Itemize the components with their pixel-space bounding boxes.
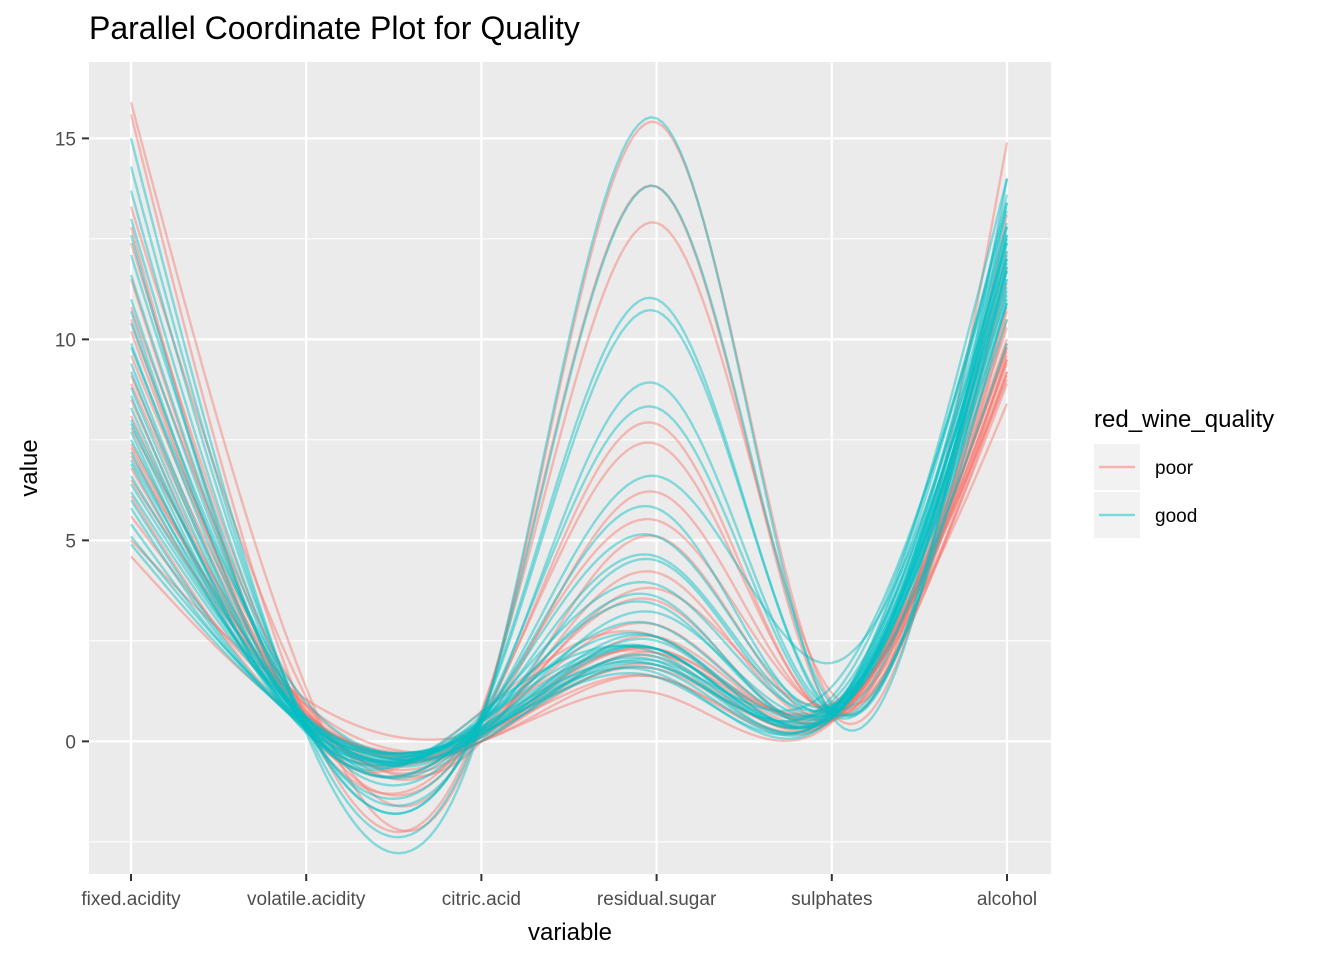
series-line-good — [129, 166, 1009, 839]
series-line-good — [129, 210, 1009, 755]
x-tick-label: sulphates — [791, 889, 872, 910]
series-line-good — [129, 242, 1009, 779]
x-axis-title: variable — [528, 919, 612, 946]
series-line-poor — [129, 343, 1009, 764]
series-line-good — [129, 234, 1009, 763]
series-line-good — [129, 278, 1009, 762]
series-line-poor — [129, 363, 1009, 761]
y-tick-label: 15 — [55, 129, 76, 150]
y-tick-label: 0 — [65, 732, 76, 753]
series-line-good — [129, 286, 1009, 760]
y-axis: 0 5 10 15 — [55, 129, 89, 753]
series-line-poor — [129, 242, 1009, 797]
legend: red_wine_quality poor good — [1094, 406, 1274, 538]
legend-title: red_wine_quality — [1094, 406, 1274, 433]
y-tick-label: 5 — [65, 531, 76, 552]
series-line-poor — [129, 306, 1009, 782]
series-line-poor — [129, 206, 1009, 808]
series-line-good — [129, 266, 1009, 778]
series-line-good — [129, 270, 1009, 767]
series-line-good — [129, 238, 1009, 787]
x-tick-label: alcohol — [977, 889, 1037, 910]
series-line-good — [130, 178, 1009, 762]
x-tick-label: residual.sugar — [597, 889, 717, 910]
series-line-poor — [129, 306, 1009, 775]
series-line-good — [129, 278, 1009, 758]
series-line-poor — [129, 310, 1009, 778]
legend-label-poor: poor — [1155, 458, 1194, 479]
series-line-good — [129, 190, 1009, 816]
series-line-poor — [129, 371, 1009, 754]
series-line-good — [129, 234, 1009, 772]
legend-label-good: good — [1155, 506, 1197, 527]
series-line-good — [129, 302, 1009, 761]
series-line-good — [129, 254, 1009, 764]
series-line-good — [129, 194, 1009, 780]
series-line-good — [129, 258, 1009, 764]
series-line-poor — [129, 338, 1009, 758]
series-line-good — [130, 202, 1009, 756]
series-line-poor — [129, 282, 1009, 765]
series-line-good — [129, 343, 1009, 766]
x-tick-label: volatile.acidity — [247, 889, 366, 910]
series-line-poor — [129, 101, 1009, 833]
series-line-poor — [130, 326, 1009, 754]
x-tick-label: fixed.acidity — [81, 889, 181, 910]
x-axis: fixed.acidity volatile.acidity citric.acid… — [81, 874, 1037, 910]
series-line-poor — [129, 226, 1009, 774]
series-line-poor — [129, 351, 1009, 767]
series-line-good — [129, 258, 1009, 768]
series-line-good — [130, 226, 1009, 755]
data-lines — [129, 101, 1009, 855]
series-line-good — [129, 116, 1009, 855]
plot-panel — [89, 62, 1051, 874]
series-line-good — [129, 222, 1009, 759]
x-tick-label: citric.acid — [442, 889, 521, 910]
series-line-good — [129, 250, 1009, 768]
series-line-poor — [129, 347, 1009, 763]
y-axis-title: value — [16, 439, 43, 496]
series-line-good — [129, 226, 1009, 807]
series-line-good — [129, 302, 1009, 756]
series-line-poor — [129, 318, 1009, 768]
series-line-good — [129, 290, 1009, 766]
series-line-poor — [129, 359, 1009, 772]
series-line-poor — [130, 359, 1009, 741]
series-line-good — [129, 274, 1009, 800]
series-line-poor — [130, 383, 1009, 759]
y-tick-label: 10 — [55, 330, 76, 351]
series-line-good — [129, 270, 1009, 765]
series-line-poor — [129, 330, 1009, 779]
series-line-poor — [129, 278, 1009, 795]
series-line-poor — [129, 113, 1009, 834]
series-line-good — [129, 242, 1009, 756]
grid-lines — [89, 62, 1051, 874]
series-line-poor — [129, 403, 1009, 757]
series-line-good — [129, 294, 1009, 770]
series-line-poor — [129, 375, 1009, 755]
series-line-good — [129, 218, 1009, 815]
chart-title: Parallel Coordinate Plot for Quality — [89, 10, 580, 46]
